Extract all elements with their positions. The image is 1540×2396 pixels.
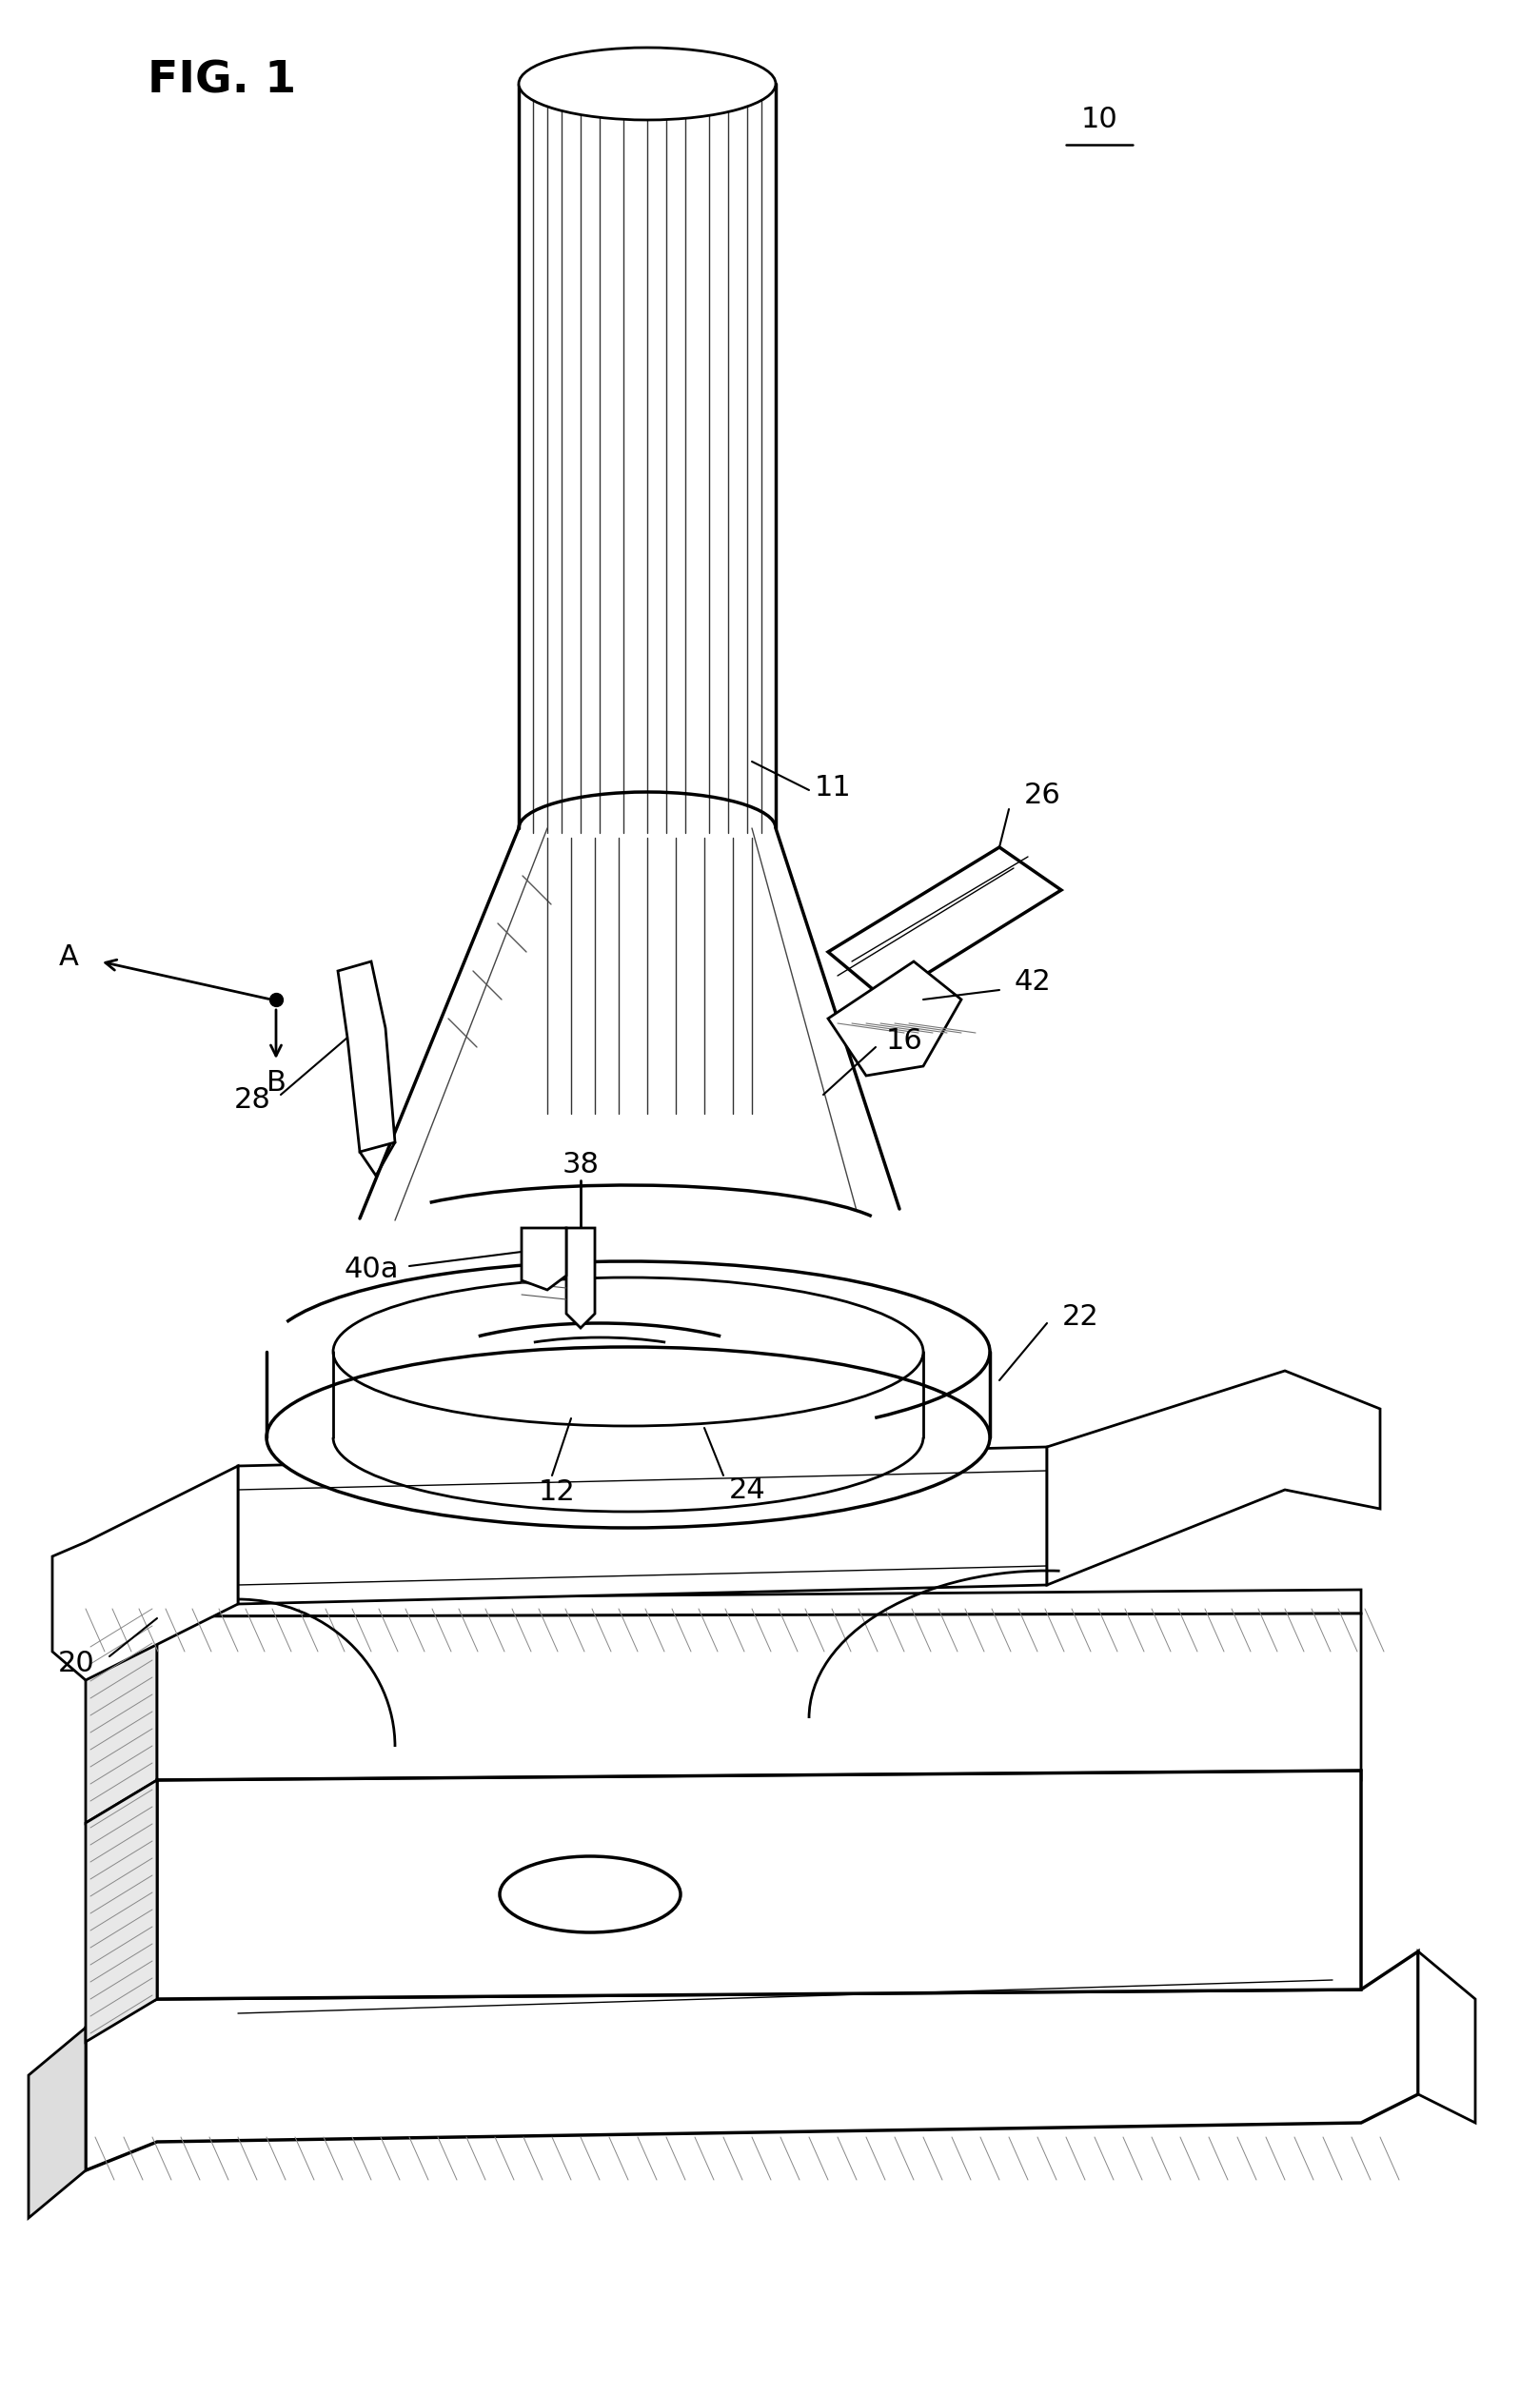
- Text: 24: 24: [728, 1476, 765, 1505]
- Ellipse shape: [519, 48, 776, 120]
- Text: 10: 10: [1081, 105, 1118, 134]
- Polygon shape: [829, 961, 961, 1076]
- Polygon shape: [52, 1466, 239, 1680]
- Ellipse shape: [499, 1857, 681, 1934]
- Text: A: A: [59, 944, 79, 970]
- Text: 22: 22: [1063, 1303, 1098, 1330]
- Polygon shape: [86, 1950, 1418, 2171]
- Text: B: B: [266, 1069, 286, 1097]
- Text: 40a: 40a: [343, 1256, 399, 1282]
- Polygon shape: [157, 1771, 1361, 1998]
- Text: 11: 11: [815, 774, 852, 803]
- Ellipse shape: [266, 1347, 990, 1529]
- Text: 12: 12: [539, 1478, 576, 1507]
- Text: FIG. 1: FIG. 1: [148, 60, 296, 103]
- Polygon shape: [86, 1780, 157, 2041]
- Polygon shape: [829, 848, 1061, 999]
- Polygon shape: [522, 1229, 567, 1289]
- Text: 38: 38: [562, 1150, 599, 1179]
- Polygon shape: [157, 1589, 1361, 1617]
- Text: 42: 42: [1015, 968, 1052, 997]
- Polygon shape: [567, 1229, 594, 1327]
- Polygon shape: [86, 1598, 157, 1823]
- Text: 26: 26: [1024, 781, 1061, 810]
- Polygon shape: [239, 1447, 1047, 1603]
- Polygon shape: [157, 1613, 1361, 1780]
- Polygon shape: [337, 961, 394, 1152]
- Text: 28: 28: [234, 1085, 271, 1114]
- Text: 20: 20: [57, 1651, 94, 1677]
- Polygon shape: [1047, 1371, 1380, 1586]
- Polygon shape: [29, 2027, 86, 2219]
- Polygon shape: [1418, 1950, 1475, 2123]
- Text: 16: 16: [885, 1025, 922, 1054]
